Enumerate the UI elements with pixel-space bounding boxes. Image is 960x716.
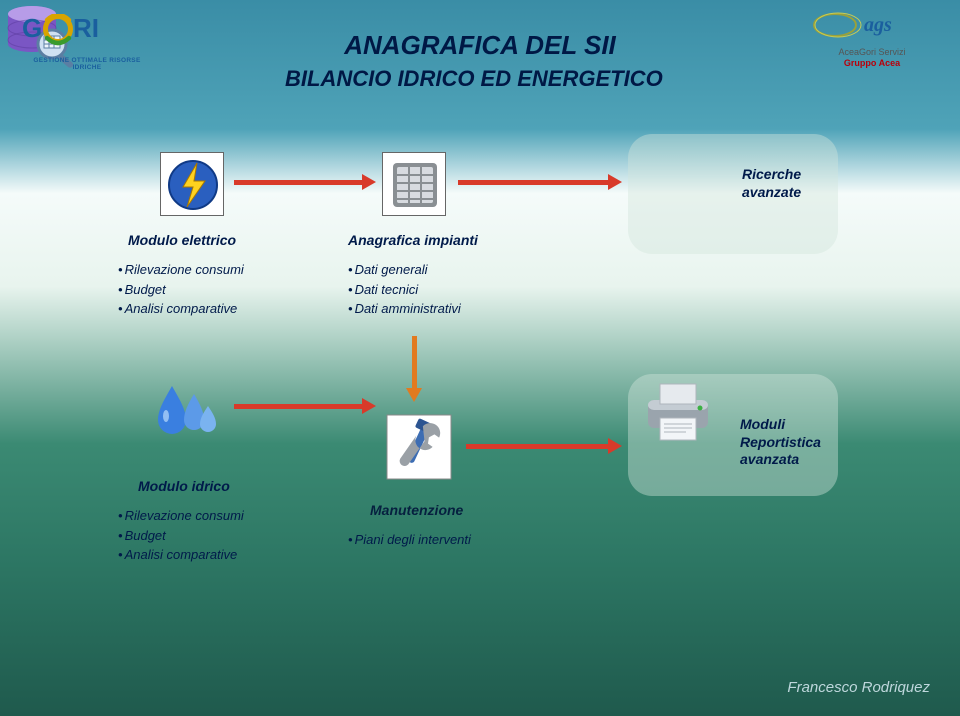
list-item: Rilevazione consumi [118, 260, 244, 280]
bullets-elettrico: Rilevazione consumi Budget Analisi compa… [118, 260, 244, 319]
electric-icon [160, 152, 224, 216]
list-item: Analisi comparative [118, 545, 244, 565]
label-ricerche-l1: Ricerche [742, 166, 801, 182]
registry-icon [382, 152, 446, 216]
list-item: Analisi comparative [118, 299, 244, 319]
bullets-idrico: Rilevazione consumi Budget Analisi compa… [118, 506, 244, 565]
label-elettrico: Modulo elettrico [128, 232, 236, 248]
printer-icon [638, 378, 718, 448]
slide: G RI GESTIONE OTTIMALE RISORSE IDRICHE a… [0, 0, 960, 716]
footer-author: Francesco Rodriquez [787, 679, 930, 696]
label-report-l2: Reportistica [740, 434, 821, 450]
cloud-ricerche [628, 134, 838, 254]
arrow-anagrafica-manutenzione [412, 336, 417, 390]
list-item: Budget [118, 280, 244, 300]
arrow-anagrafica-ricerche [458, 180, 610, 185]
label-report: Moduli Reportistica avanzata [740, 416, 821, 469]
label-anagrafica: Anagrafica impianti [348, 232, 478, 248]
list-item: Piani degli interventi [348, 530, 471, 550]
label-report-l3: avanzata [740, 451, 799, 467]
list-item: Budget [118, 526, 244, 546]
bullets-manutenzione: Piani degli interventi [348, 530, 471, 550]
list-item: Dati amministrativi [348, 299, 461, 319]
list-item: Dati tecnici [348, 280, 461, 300]
bullets-anagrafica: Dati generali Dati tecnici Dati amminist… [348, 260, 461, 319]
arrow-idrico-manutenzione [234, 404, 364, 409]
label-report-l1: Moduli [740, 416, 785, 432]
label-manutenzione: Manutenzione [370, 502, 463, 518]
list-item: Rilevazione consumi [118, 506, 244, 526]
arrow-manutenzione-report [466, 444, 610, 449]
title-main: ANAGRAFICA DEL SII [0, 30, 960, 61]
label-ricerche-l2: avanzate [742, 184, 801, 200]
label-ricerche: Ricerche avanzate [742, 166, 801, 201]
arrow-elettrico-anagrafica [234, 180, 364, 185]
title-sub: BILANCIO IDRICO ED ENERGETICO [285, 66, 663, 92]
water-icon [150, 380, 230, 450]
tools-icon [386, 414, 452, 480]
list-item: Dati generali [348, 260, 461, 280]
label-idrico: Modulo idrico [138, 478, 230, 494]
